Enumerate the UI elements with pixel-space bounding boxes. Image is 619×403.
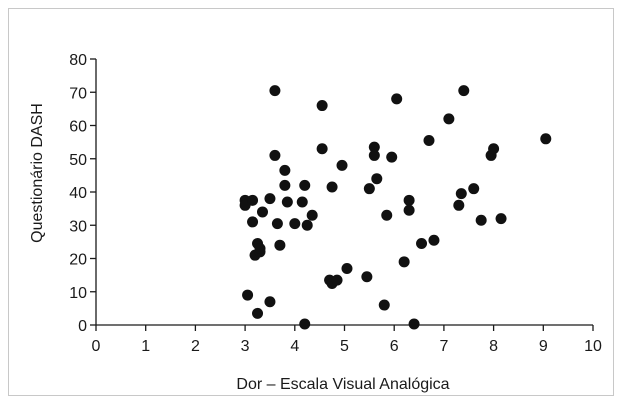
data-point xyxy=(371,173,383,185)
data-point xyxy=(403,204,415,216)
data-point xyxy=(289,218,301,230)
data-point xyxy=(279,179,291,191)
data-point xyxy=(341,262,353,274)
y-tick-label: 80 xyxy=(69,52,87,69)
data-point xyxy=(247,216,259,228)
data-point xyxy=(301,219,313,231)
data-point xyxy=(361,271,373,283)
x-tick-label: 2 xyxy=(191,338,200,355)
data-point xyxy=(408,318,420,330)
data-point xyxy=(274,239,286,251)
data-point xyxy=(416,238,428,250)
data-point xyxy=(423,134,435,146)
data-point xyxy=(256,206,268,218)
data-point xyxy=(363,183,375,195)
data-point xyxy=(271,218,283,230)
data-point xyxy=(458,85,470,97)
data-point xyxy=(468,183,480,195)
y-axis-label: Questionário DASH xyxy=(29,103,46,243)
y-tick-label: 30 xyxy=(69,218,87,235)
x-tick-label: 10 xyxy=(584,338,602,355)
x-tick-label: 7 xyxy=(439,338,448,355)
data-point xyxy=(391,93,403,105)
data-point xyxy=(247,194,259,206)
data-points xyxy=(239,85,552,330)
x-tick-label: 8 xyxy=(489,338,498,355)
x-axis-label: Dor – Escala Visual Analógica xyxy=(236,376,449,393)
data-point xyxy=(254,243,266,255)
y-tick-label: 20 xyxy=(69,252,87,269)
data-point xyxy=(306,209,318,221)
x-tick-label: 5 xyxy=(340,338,349,355)
data-point xyxy=(475,214,487,226)
y-tick-label: 50 xyxy=(69,152,87,169)
data-point xyxy=(264,296,276,308)
data-point xyxy=(326,181,338,193)
data-point xyxy=(242,289,254,301)
data-point xyxy=(386,151,398,163)
data-point xyxy=(368,149,380,161)
data-point xyxy=(368,141,380,153)
data-point xyxy=(269,149,281,161)
y-tick-label: 70 xyxy=(69,85,87,102)
data-point xyxy=(455,188,467,200)
data-point xyxy=(488,143,500,155)
x-tick-label: 9 xyxy=(539,338,548,355)
y-tick-label: 60 xyxy=(69,119,87,136)
data-point xyxy=(316,100,328,112)
x-tick-label: 6 xyxy=(390,338,399,355)
data-point xyxy=(336,159,348,171)
axes: 0 1 2 3 4 5 6 7 8 9 10 0 10 20 30 40 50 60 70 80 xyxy=(69,52,602,355)
data-point xyxy=(428,234,440,246)
data-point xyxy=(540,133,552,145)
y-tick-label: 40 xyxy=(69,185,87,202)
data-point xyxy=(403,194,415,206)
data-point xyxy=(378,299,390,311)
y-tick-label: 0 xyxy=(78,318,87,335)
data-point xyxy=(381,209,393,221)
scatter-chart: 0 1 2 3 4 5 6 7 8 9 10 0 10 20 30 40 50 60 70 80 Dor – Esca… xyxy=(29,52,602,393)
data-point xyxy=(299,318,311,330)
data-point xyxy=(296,196,308,208)
data-point xyxy=(453,199,465,211)
data-point xyxy=(269,85,281,97)
data-point xyxy=(281,196,293,208)
x-tick-label: 1 xyxy=(141,338,150,355)
x-tick-label: 0 xyxy=(92,338,101,355)
y-tick-label: 10 xyxy=(69,285,87,302)
data-point xyxy=(252,307,264,319)
data-point xyxy=(279,164,291,176)
data-point xyxy=(264,193,276,205)
data-point xyxy=(495,213,507,225)
x-tick-label: 3 xyxy=(241,338,250,355)
x-tick-label: 4 xyxy=(290,338,299,355)
data-point xyxy=(443,113,455,125)
chart-frame: 0 1 2 3 4 5 6 7 8 9 10 0 10 20 30 40 50 60 70 80 Dor – Esca… xyxy=(8,8,614,396)
data-point xyxy=(316,143,328,155)
data-point xyxy=(398,256,410,268)
data-point xyxy=(331,274,343,286)
data-point xyxy=(299,179,311,191)
